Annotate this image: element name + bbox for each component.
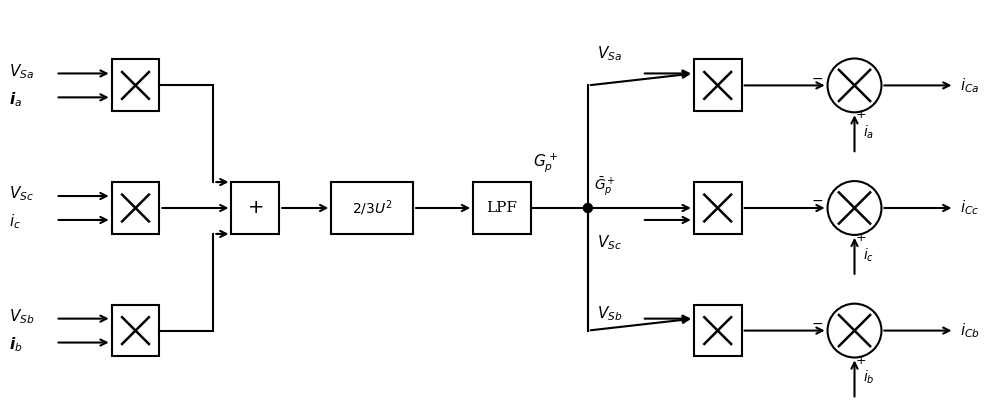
Text: $2/3U^2$: $2/3U^2$ [352,198,392,218]
Text: $i_c$: $i_c$ [9,212,21,231]
Bar [694,59,742,111]
Bar [473,182,531,234]
Text: $V_{Sc}$: $V_{Sc}$ [9,185,34,203]
Text: $V_{Sa}$: $V_{Sa}$ [9,62,34,81]
Bar [231,182,279,234]
Text: $V_{Sc}$: $V_{Sc}$ [597,234,622,252]
Bar [694,305,742,356]
Text: $+$: $+$ [855,354,866,366]
Text: $i_{Cc}$: $i_{Cc}$ [960,199,980,217]
Text: $i_{Ca}$: $i_{Ca}$ [960,76,980,95]
Text: $i_c$: $i_c$ [863,246,875,264]
Text: $\boldsymbol{i}_b$: $\boldsymbol{i}_b$ [9,335,22,354]
Text: $-$: $-$ [811,316,824,330]
Text: $V_{Sa}$: $V_{Sa}$ [597,44,622,63]
Text: $-$: $-$ [811,193,824,207]
Circle shape [583,203,592,212]
Text: LPF: LPF [487,201,517,215]
Text: $-$: $-$ [811,71,824,84]
Text: $+$: $+$ [855,108,866,121]
Text: $G^+_p$: $G^+_p$ [533,151,558,175]
Bar [331,182,413,234]
Bar [694,182,742,234]
Text: $i_{Cb}$: $i_{Cb}$ [960,321,980,340]
Text: $V_{Sb}$: $V_{Sb}$ [597,304,622,323]
Text: $+$: $+$ [855,231,866,244]
Text: $+$: $+$ [247,198,264,217]
Text: $\bar{G}^+_p$: $\bar{G}^+_p$ [594,175,616,198]
Text: $\boldsymbol{i}_a$: $\boldsymbol{i}_a$ [9,90,22,109]
Bar [112,59,159,111]
Text: $i_b$: $i_b$ [863,369,875,386]
Bar [112,305,159,356]
Text: $i_a$: $i_a$ [863,124,875,141]
Text: $V_{Sb}$: $V_{Sb}$ [9,307,34,326]
Bar [112,182,159,234]
